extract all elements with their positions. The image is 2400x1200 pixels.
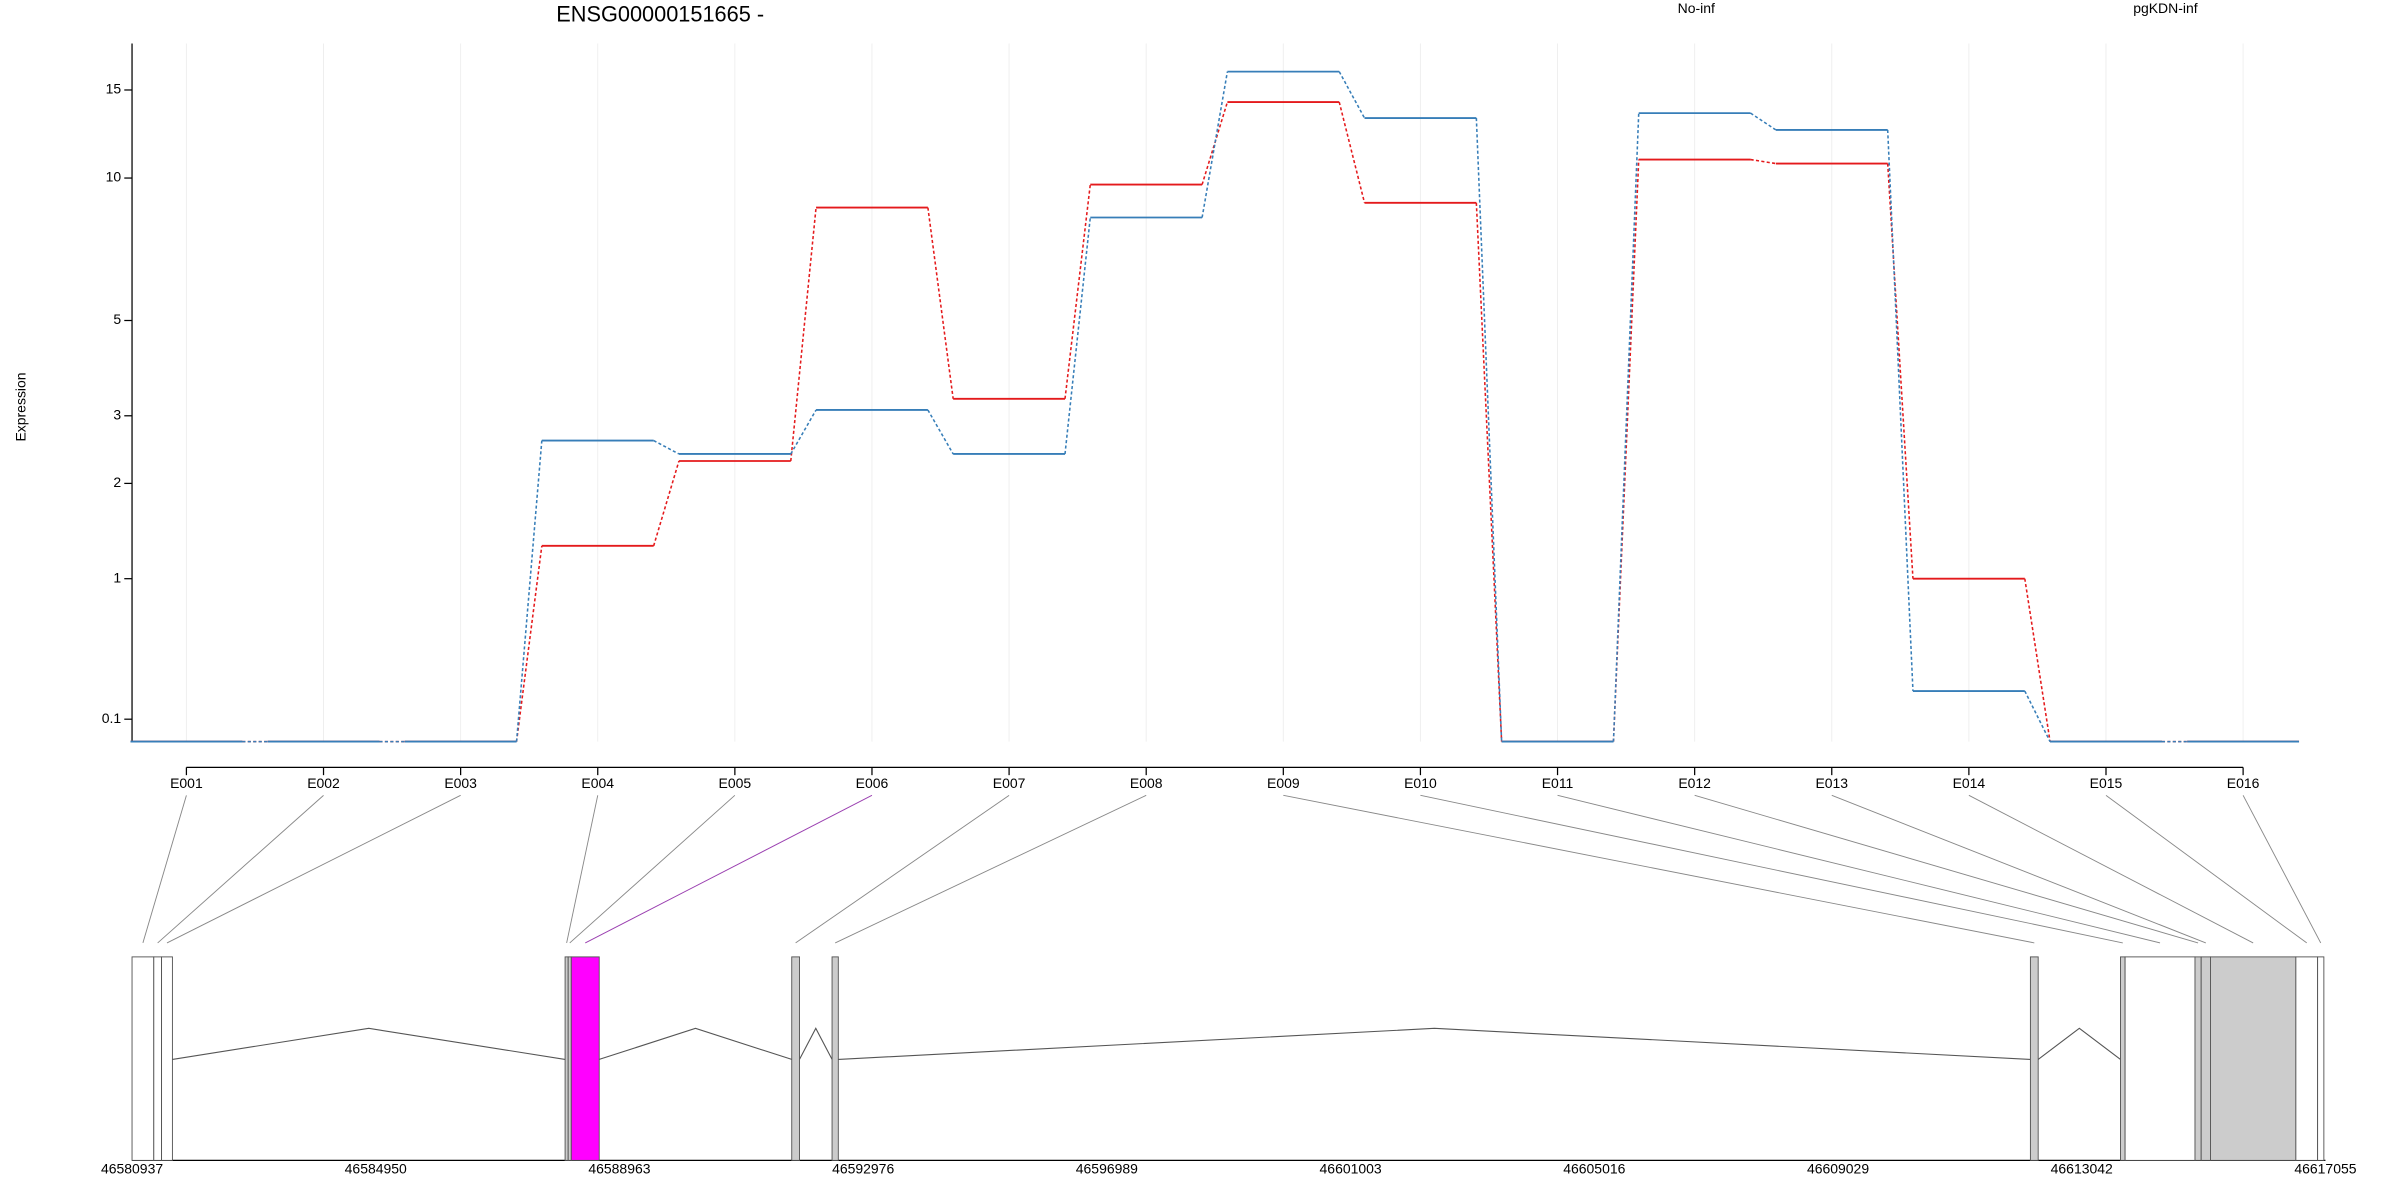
x-tick-label: E001 xyxy=(170,775,203,791)
exon-link xyxy=(795,794,1010,944)
exon-box xyxy=(2120,956,2126,1161)
y-tick-label: 5 xyxy=(113,311,121,327)
intron xyxy=(838,1027,2031,1060)
connector xyxy=(515,440,543,742)
exon-link xyxy=(142,795,187,944)
exon-box xyxy=(2317,956,2325,1161)
intron xyxy=(2037,1027,2121,1060)
exon-box xyxy=(131,956,155,1161)
genome-tick-label: 46588963 xyxy=(588,1160,650,1176)
exon-box xyxy=(2295,956,2319,1161)
legend-label: pgKDN-inf xyxy=(2133,0,2198,16)
x-tick-label: E007 xyxy=(993,775,1026,791)
y-tick-label: 10 xyxy=(106,169,122,185)
exon-box xyxy=(2194,956,2202,1161)
exon-box xyxy=(831,956,839,1161)
exon-box xyxy=(570,956,600,1161)
genome-tick-label: 46601003 xyxy=(1320,1160,1382,1176)
exon-link xyxy=(166,794,461,944)
legend-label: No-inf xyxy=(1678,0,1715,16)
x-tick-label: E012 xyxy=(1678,775,1711,791)
connector xyxy=(1475,118,1503,742)
connector xyxy=(1064,184,1092,399)
exon-link xyxy=(585,794,873,944)
y-tick-label: 1 xyxy=(113,569,121,585)
x-tick-label: E015 xyxy=(2090,775,2123,791)
genome-tick-label: 46609029 xyxy=(1807,1160,1869,1176)
y-axis-label: Expression xyxy=(12,372,28,441)
connector xyxy=(1612,113,1640,742)
genome-tick-label: 46605016 xyxy=(1563,1160,1625,1176)
x-tick-label: E008 xyxy=(1130,775,1163,791)
connector xyxy=(2024,578,2051,742)
genome-tick-label: 46596989 xyxy=(1076,1160,1138,1176)
exon-box xyxy=(2124,956,2196,1161)
x-tick-label: E004 xyxy=(581,775,614,791)
connector xyxy=(652,460,680,547)
exon-link xyxy=(566,795,599,944)
connector xyxy=(1064,217,1092,455)
exon-box xyxy=(2210,956,2297,1161)
exon-box xyxy=(791,956,800,1161)
connector xyxy=(1338,71,1366,119)
x-tick-label: E016 xyxy=(2227,775,2260,791)
connector xyxy=(1475,202,1503,742)
x-tick-label: E005 xyxy=(719,775,752,791)
exon-box xyxy=(2029,956,2039,1161)
connector xyxy=(790,207,817,462)
exon-box xyxy=(161,956,173,1161)
connector xyxy=(1886,129,1914,692)
exon-link xyxy=(2105,794,2308,944)
x-tick-label: E014 xyxy=(1953,775,1986,791)
connector xyxy=(2024,690,2051,742)
genome-tick-label: 46613042 xyxy=(2051,1160,2113,1176)
exon-link xyxy=(1968,794,2254,944)
x-tick-label: E003 xyxy=(444,775,477,791)
x-tick-label: E013 xyxy=(1815,775,1848,791)
exon-link xyxy=(1694,794,2199,944)
x-tick-label: E011 xyxy=(1542,775,1574,791)
exon-link xyxy=(834,794,1147,944)
exon-box xyxy=(2200,956,2211,1161)
connector xyxy=(1750,158,1776,165)
x-tick-label: E006 xyxy=(856,775,889,791)
y-tick-label: 2 xyxy=(113,474,121,490)
intron xyxy=(599,1027,792,1060)
exon-link xyxy=(1420,794,2123,944)
chart-title: ENSG00000151665 - xyxy=(556,1,764,26)
intron xyxy=(799,1027,833,1060)
exon-box xyxy=(153,956,163,1161)
connector xyxy=(515,545,543,742)
x-tick-label: E002 xyxy=(307,775,340,791)
x-tick-label: E009 xyxy=(1267,775,1300,791)
y-tick-label: 0.1 xyxy=(102,710,122,726)
genome-tick-label: 46580937 xyxy=(101,1160,163,1176)
exon-link xyxy=(569,794,736,944)
connector xyxy=(1338,101,1366,203)
exon-link xyxy=(1557,794,2161,944)
x-tick-label: E010 xyxy=(1404,775,1437,791)
exon-link xyxy=(1283,794,2035,944)
connector xyxy=(653,439,680,455)
exon-link xyxy=(1831,794,2207,944)
intron xyxy=(172,1027,566,1060)
genome-tick-label: 46584950 xyxy=(345,1160,407,1176)
y-tick-label: 3 xyxy=(113,406,121,422)
exon-link xyxy=(157,794,324,944)
exon-link xyxy=(2242,795,2322,944)
y-tick-label: 15 xyxy=(106,81,122,97)
connector xyxy=(1612,159,1640,742)
connector xyxy=(1201,101,1229,185)
connector xyxy=(927,409,954,455)
connector xyxy=(927,207,954,399)
connector xyxy=(1201,71,1229,218)
connector xyxy=(790,409,817,455)
connector xyxy=(1750,112,1777,131)
genome-tick-label: 46617055 xyxy=(2294,1160,2356,1176)
connector xyxy=(1886,163,1914,579)
genome-tick-label: 46592976 xyxy=(832,1160,894,1176)
